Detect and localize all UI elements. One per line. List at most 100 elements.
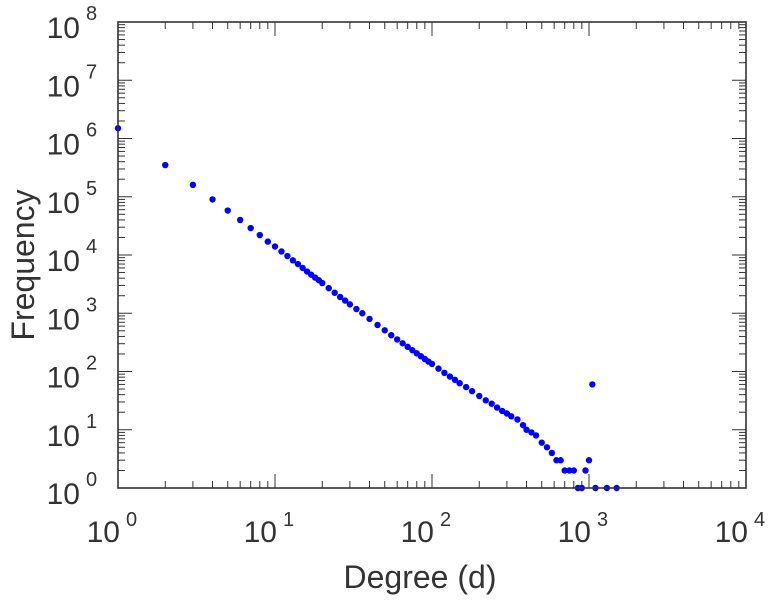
x-tick-label-base: 10 — [401, 516, 434, 549]
data-point — [428, 360, 436, 368]
y-tick-label: 10 0 — [47, 469, 98, 511]
data-point — [374, 321, 381, 329]
y-tick-label: 10 8 — [47, 3, 98, 45]
x-tick-label-base: 10 — [715, 516, 748, 549]
x-tick-label-exponent: 0 — [126, 509, 137, 531]
data-point — [462, 383, 470, 391]
plot-frame — [117, 21, 747, 489]
y-tick-label: 10 4 — [47, 236, 98, 278]
data-point — [224, 207, 231, 214]
y-tick-label-base: 10 — [47, 129, 80, 162]
y-tick-label: 10 7 — [47, 61, 98, 103]
data-point — [284, 252, 291, 260]
data-point — [482, 397, 489, 404]
y-axis-title: Frequency — [5, 189, 41, 340]
data-point — [557, 457, 564, 464]
y-tick-label-base: 10 — [47, 478, 80, 511]
x-tick-label: 10 0 — [87, 509, 138, 549]
x-tick-label-exponent: 4 — [754, 509, 765, 531]
data-point — [299, 264, 306, 272]
data-point — [388, 332, 395, 339]
x-tick-label: 10 4 — [715, 509, 766, 549]
data-point — [162, 161, 169, 169]
y-tick-label-exponent: 7 — [86, 61, 97, 83]
y-tick-label: 10 3 — [47, 294, 98, 336]
data-point — [381, 327, 388, 334]
data-point — [359, 310, 366, 317]
data-point — [543, 444, 551, 451]
x-tick-label-exponent: 1 — [283, 509, 294, 531]
data-point — [582, 467, 589, 474]
x-tick-label: 10 3 — [558, 509, 609, 549]
y-tick-label-exponent: 0 — [86, 469, 97, 491]
data-point — [264, 238, 272, 245]
data-point — [514, 416, 521, 423]
data-point — [236, 216, 244, 224]
data-point — [456, 379, 463, 387]
y-tick-label-exponent: 4 — [86, 236, 97, 258]
data-point — [209, 196, 216, 203]
data-point — [523, 426, 530, 433]
y-tick-label-exponent: 6 — [86, 120, 97, 142]
x-tick-label-base: 10 — [558, 516, 591, 549]
data-point — [336, 293, 344, 301]
x-tick-label-exponent: 2 — [440, 509, 451, 531]
x-tick-label-base: 10 — [244, 516, 277, 549]
data-point — [446, 373, 454, 380]
axis-ticks — [117, 22, 746, 489]
data-point — [508, 413, 515, 420]
y-tick-labels: 10 0 10 1 10 2 10 3 10 4 10 5 10 6 10 7 10 8 — [47, 3, 98, 511]
data-point — [585, 457, 593, 464]
data-point — [399, 340, 406, 347]
data-point — [561, 467, 568, 474]
data-point — [451, 376, 459, 384]
y-tick-label-exponent: 3 — [86, 294, 97, 316]
x-tick-label: 10 2 — [401, 509, 452, 549]
y-tick-label-base: 10 — [47, 420, 80, 453]
y-tick-label-exponent: 2 — [86, 353, 97, 375]
data-point — [289, 257, 297, 264]
data-point — [570, 467, 577, 474]
data-point — [366, 315, 373, 323]
data-point — [488, 400, 495, 407]
data-point — [435, 365, 442, 372]
y-tick-label: 10 1 — [47, 411, 98, 453]
y-tick-label-exponent: 8 — [86, 3, 97, 25]
data-point — [271, 243, 279, 250]
x-tick-label-base: 10 — [87, 516, 120, 549]
data-point — [247, 224, 254, 232]
y-tick-label-base: 10 — [47, 12, 80, 45]
data-point — [441, 369, 448, 376]
y-tick-label: 10 2 — [47, 353, 98, 395]
y-tick-label-exponent: 5 — [86, 178, 97, 200]
data-point — [256, 231, 263, 239]
data-point — [319, 279, 326, 287]
data-point — [331, 289, 338, 296]
data-point — [393, 336, 401, 343]
data-point — [532, 432, 540, 439]
y-tick-label-base: 10 — [47, 187, 80, 220]
data-point — [589, 381, 596, 388]
data-point — [325, 284, 332, 292]
x-tick-label: 10 1 — [244, 509, 295, 549]
data-point — [468, 387, 476, 395]
data-point — [189, 181, 197, 189]
y-tick-label-base: 10 — [47, 303, 80, 336]
data-point — [404, 343, 411, 351]
y-tick-label-base: 10 — [47, 70, 80, 103]
y-tick-label: 10 6 — [47, 120, 98, 162]
x-tick-labels: 10 0 10 1 10 2 10 3 10 4 — [87, 509, 766, 549]
x-tick-label-exponent: 3 — [597, 509, 608, 531]
data-point — [278, 248, 285, 255]
data-point — [519, 421, 527, 429]
data-points — [114, 125, 620, 492]
data-point — [294, 260, 302, 268]
data-point — [528, 429, 535, 436]
y-tick-label-base: 10 — [47, 245, 80, 278]
data-point — [346, 301, 354, 308]
y-tick-label-base: 10 — [47, 362, 80, 395]
data-point — [493, 404, 501, 411]
data-point — [476, 392, 483, 400]
data-point — [342, 297, 349, 304]
